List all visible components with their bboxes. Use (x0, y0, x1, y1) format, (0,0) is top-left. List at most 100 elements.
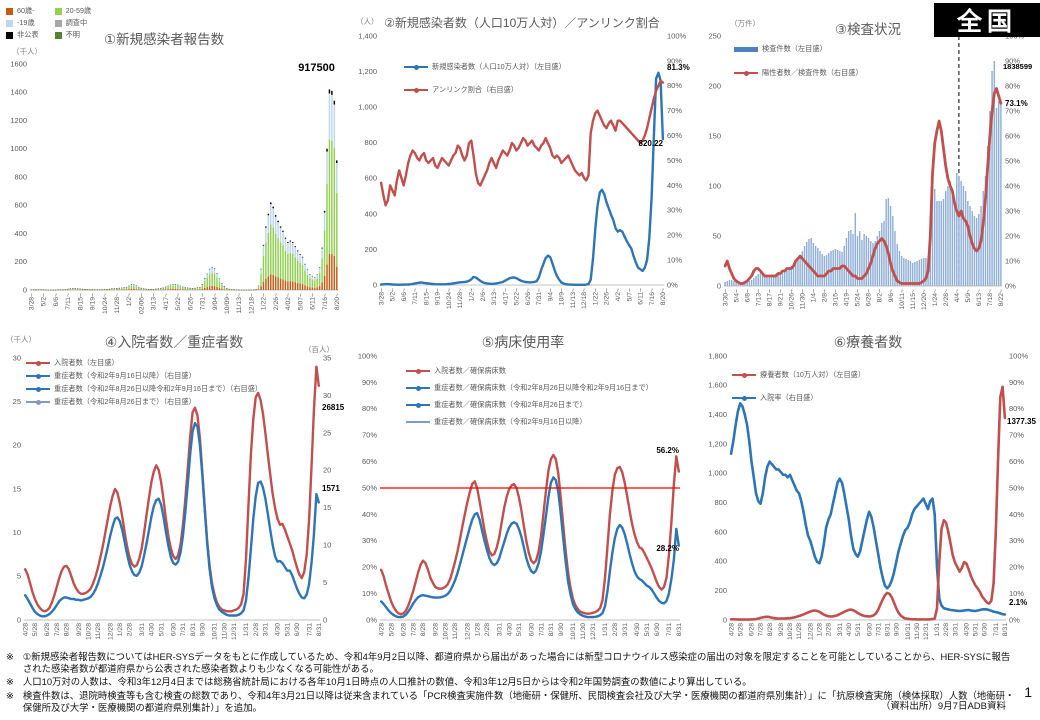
svg-text:30: 30 (13, 353, 21, 362)
legend-label: 重症者数（令和2年8月26日まで）（右目盛） (54, 397, 196, 406)
svg-text:250: 250 (708, 31, 721, 40)
svg-text:9/6~: 9/6~ (888, 289, 895, 302)
svg-text:8/28: 8/28 (767, 623, 774, 636)
chart2-cases-per-100k-unlinked: ②新規感染者数（人口10万人対）／アンリンク割合 （人） 新規感染者数（人口10… (348, 6, 696, 330)
chart1-title: ①新規感染者報告数 (104, 32, 225, 47)
legend-item: 不明 (54, 30, 92, 40)
svg-text:1/24~: 1/24~ (932, 289, 939, 306)
footnote-1: ※ ①新規感染者報告数についてはHER-SYSデータをもとに作成しているため、令和… (6, 651, 1018, 675)
svg-text:4/30: 4/30 (149, 623, 156, 636)
svg-text:800: 800 (364, 138, 377, 147)
data-label: 1571 (322, 484, 340, 493)
svg-text:0: 0 (373, 280, 377, 289)
svg-text:6/26~: 6/26~ (525, 288, 532, 305)
svg-text:60%: 60% (1009, 457, 1024, 466)
svg-text:3/28~: 3/28~ (28, 293, 35, 310)
svg-text:5/2~: 5/2~ (41, 293, 48, 306)
legend-swatch (26, 360, 50, 366)
chart6-title: ⑥療養者数 (833, 334, 903, 350)
footnote-text: ①新規感染者報告数についてはHER-SYSデータをもとに作成しているため、令和4… (22, 651, 1011, 675)
svg-text:70%: 70% (1009, 431, 1024, 440)
chart4-right-unit: （百人） (304, 345, 334, 354)
svg-text:8/31: 8/31 (190, 623, 197, 636)
chart5-canvas: 0% 10% 20% 30% 40% 50% 60% 70% 80% 90% 100% 4/28 5/2… (358, 351, 683, 640)
svg-text:200: 200 (14, 257, 27, 266)
svg-text:1/31: 1/31 (243, 623, 250, 636)
svg-text:11/28~: 11/28~ (457, 288, 464, 309)
svg-text:4/19~: 4/19~ (844, 289, 851, 306)
legend-swatch (54, 7, 62, 15)
svg-text:4/28: 4/28 (378, 623, 385, 636)
svg-text:1400: 1400 (10, 88, 27, 97)
svg-text:11/13~: 11/13~ (570, 288, 577, 309)
chart2-title: ②新規感染者数（人口10万人対）／アンリンク割合 (384, 16, 660, 30)
svg-text:60%: 60% (362, 457, 377, 466)
legend-label: 新規感染者数（人口10万人対）（左目盛） (432, 62, 566, 71)
legend-swatch (734, 46, 758, 52)
chart2-left-unit: （人） (356, 17, 379, 26)
chart2-legend: 新規感染者数（人口10万人対）（左目盛） アンリンク割合（右目盛） (404, 62, 566, 95)
chart2-canvas: 0 200 400 600 800 1,000 1,200 1,400 0% 10% 20% 30% 4… (358, 31, 686, 309)
svg-text:9/30: 9/30 (893, 623, 900, 636)
svg-text:2/28: 2/28 (943, 623, 950, 636)
legend-swatch (54, 31, 62, 39)
legend-item: 非公表 (6, 30, 39, 40)
svg-text:0: 0 (323, 615, 327, 624)
svg-text:2/28: 2/28 (484, 623, 491, 636)
legend-swatch (406, 385, 430, 391)
svg-text:200: 200 (364, 245, 377, 254)
chart5-bed-occupancy: ⑤病床使用率 入院者数／確保病床数 重症者数／確保病床数（令和2年8月26日以降令… (350, 332, 696, 650)
svg-text:5/9~: 5/9~ (965, 289, 972, 302)
svg-text:5/22~: 5/22~ (175, 293, 182, 310)
legend-label: 重症者数／確保病床数（令和2年9月16日以降） (434, 417, 587, 426)
svg-text:11/30: 11/30 (580, 623, 587, 640)
chart6-recuperating-patients: ⑥療養者数 療養者数（10万人対）（左目盛） 入院率（右目盛） 0 200 400 60… (698, 332, 1038, 650)
svg-text:12/31: 12/31 (923, 623, 930, 640)
svg-text:12/28: 12/28 (464, 623, 471, 640)
svg-text:5/31: 5/31 (158, 623, 165, 636)
svg-text:9/28: 9/28 (76, 623, 83, 636)
svg-text:7/31: 7/31 (993, 623, 1000, 636)
svg-text:2/28: 2/28 (127, 623, 134, 636)
svg-text:6/30: 6/30 (170, 623, 177, 636)
svg-text:1/4~: 1/4~ (811, 289, 818, 302)
svg-text:1600: 1600 (10, 59, 27, 68)
svg-text:8/20~: 8/20~ (660, 288, 667, 305)
svg-text:9/28: 9/28 (778, 623, 785, 636)
svg-text:20%: 20% (667, 231, 682, 240)
svg-text:40%: 40% (1005, 181, 1020, 190)
svg-text:02/06~: 02/06~ (138, 293, 145, 314)
svg-text:9/30: 9/30 (200, 623, 207, 636)
svg-text:6/13~: 6/13~ (976, 289, 983, 306)
chart3-canvas: 0 50 100 150 200 250 0% 10% 20% 30% 40% 50% 60% 70% 80… (708, 31, 1024, 310)
svg-text:8/31: 8/31 (548, 623, 555, 636)
legend-item: 調査中 (54, 18, 92, 28)
legend-swatch (6, 19, 13, 27)
legend-swatch (54, 19, 62, 27)
svg-text:800: 800 (14, 172, 27, 181)
svg-text:4/30: 4/30 (634, 623, 641, 636)
svg-text:60%: 60% (1005, 131, 1020, 140)
svg-text:4/02~: 4/02~ (285, 293, 292, 310)
svg-text:70%: 70% (667, 106, 682, 115)
svg-text:2/28: 2/28 (826, 623, 833, 636)
svg-text:6/6~: 6/6~ (53, 293, 60, 306)
svg-text:5/31: 5/31 (855, 623, 862, 636)
svg-text:15: 15 (323, 503, 331, 512)
svg-text:2/28~: 2/28~ (943, 289, 950, 306)
svg-text:12/18~: 12/18~ (581, 288, 588, 309)
svg-text:3/31: 3/31 (263, 623, 270, 636)
svg-text:8/31: 8/31 (676, 623, 683, 636)
svg-text:20: 20 (323, 466, 331, 475)
svg-text:1/31: 1/31 (934, 623, 941, 636)
svg-text:5/28: 5/28 (32, 623, 39, 636)
svg-text:7/31~: 7/31~ (536, 288, 543, 305)
legend-swatch (6, 31, 13, 39)
legend-item: 重症者数（令和2年8月26日まで）（右目盛） (26, 397, 262, 407)
legend-label: 療養者数（10万人対）（左目盛） (760, 370, 866, 379)
svg-text:2/6~: 2/6~ (480, 288, 487, 301)
svg-text:1/2~: 1/2~ (126, 293, 133, 306)
svg-text:10/26~: 10/26~ (788, 289, 795, 310)
